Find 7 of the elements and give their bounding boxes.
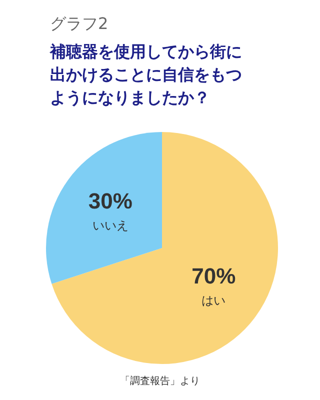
- data-label: 30%: [88, 188, 132, 214]
- slice-label: いいえ: [92, 218, 128, 233]
- chart-title: グラフ2: [50, 14, 108, 35]
- slice-label: はい: [202, 294, 226, 308]
- data-label: 70%: [192, 264, 236, 289]
- text: 「調査報告」より: [119, 374, 201, 388]
- chart-subtitle: 補聴器を使用してから街に出かけることに自信をもつようになりましたか？: [50, 41, 243, 109]
